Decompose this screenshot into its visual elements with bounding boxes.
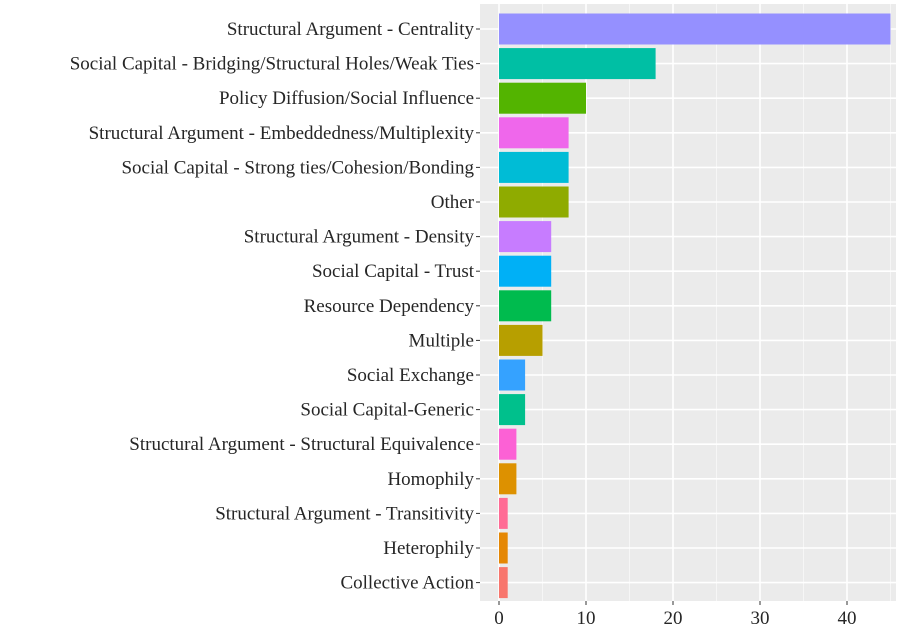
category-label: Structural Argument - Structural Equival… — [129, 434, 474, 455]
category-label: Collective Action — [340, 573, 474, 594]
bar-13 — [499, 463, 517, 495]
bar-6 — [499, 221, 552, 253]
category-label: Other — [431, 192, 475, 213]
bar-10 — [499, 359, 526, 391]
bar-12 — [499, 428, 517, 460]
category-label: Structural Argument - Embeddedness/Multi… — [89, 123, 475, 144]
x-axis-tick-labels: 0 10 20 30 40 — [494, 608, 856, 627]
bar-14 — [499, 497, 508, 529]
x-tick-label: 30 — [751, 608, 770, 627]
bar-1 — [499, 48, 656, 80]
axis-ticks — [476, 28, 848, 605]
category-label: Social Capital-Generic — [300, 400, 474, 421]
category-label: Social Capital - Trust — [312, 261, 475, 282]
category-labels: Structural Argument - Centrality Social C… — [70, 19, 475, 594]
category-label: Multiple — [409, 330, 474, 351]
bar-7 — [499, 255, 552, 287]
bar-11 — [499, 394, 526, 426]
category-label: Social Exchange — [347, 365, 474, 386]
category-label: Heterophily — [383, 538, 474, 559]
x-tick-label: 0 — [494, 608, 504, 627]
x-tick-label: 40 — [838, 608, 857, 627]
bar-15 — [499, 532, 508, 564]
category-label: Social Capital - Strong ties/Cohesion/Bo… — [121, 157, 474, 178]
category-label: Structural Argument - Transitivity — [215, 503, 474, 524]
bar-16 — [499, 567, 508, 599]
category-label: Social Capital - Bridging/Structural Hol… — [70, 54, 474, 75]
category-label: Resource Dependency — [304, 296, 475, 317]
bar-4 — [499, 151, 569, 183]
x-tick-label: 10 — [577, 608, 596, 627]
category-label: Structural Argument - Density — [244, 227, 475, 248]
category-label: Policy Diffusion/Social Influence — [219, 88, 474, 109]
bar-3 — [499, 117, 569, 149]
bar-8 — [499, 290, 552, 322]
bars — [499, 13, 891, 599]
bar-2 — [499, 82, 586, 114]
category-label: Structural Argument - Centrality — [227, 19, 475, 40]
bar-0 — [499, 13, 891, 45]
x-tick-label: 20 — [664, 608, 683, 627]
bar-5 — [499, 186, 569, 218]
bar-9 — [499, 324, 543, 356]
category-label: Homophily — [387, 469, 474, 490]
